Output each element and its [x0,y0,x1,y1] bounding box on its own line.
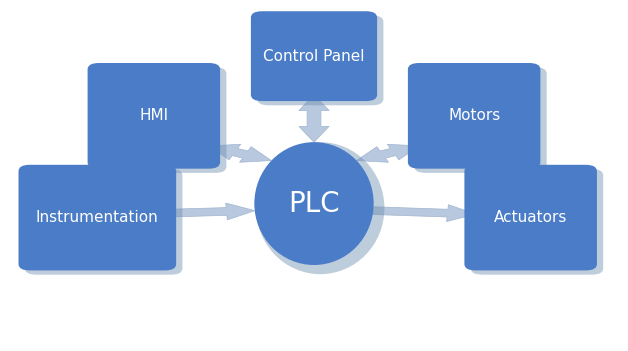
FancyBboxPatch shape [94,67,227,173]
FancyBboxPatch shape [414,67,546,173]
Polygon shape [208,144,271,162]
FancyBboxPatch shape [251,11,377,101]
FancyBboxPatch shape [257,15,383,105]
FancyBboxPatch shape [464,165,597,270]
FancyBboxPatch shape [19,165,176,270]
Polygon shape [299,95,329,142]
Polygon shape [373,205,476,221]
Text: Motors: Motors [448,108,501,123]
Text: PLC: PLC [288,190,340,218]
Ellipse shape [256,142,384,274]
Ellipse shape [254,142,374,265]
Polygon shape [165,203,255,220]
Text: Control Panel: Control Panel [263,49,365,64]
Polygon shape [357,144,420,162]
FancyBboxPatch shape [408,63,540,168]
FancyBboxPatch shape [88,63,220,168]
Text: Instrumentation: Instrumentation [36,210,159,225]
Text: HMI: HMI [139,108,168,123]
FancyBboxPatch shape [25,169,183,274]
Text: Actuators: Actuators [494,210,567,225]
FancyBboxPatch shape [471,169,603,274]
